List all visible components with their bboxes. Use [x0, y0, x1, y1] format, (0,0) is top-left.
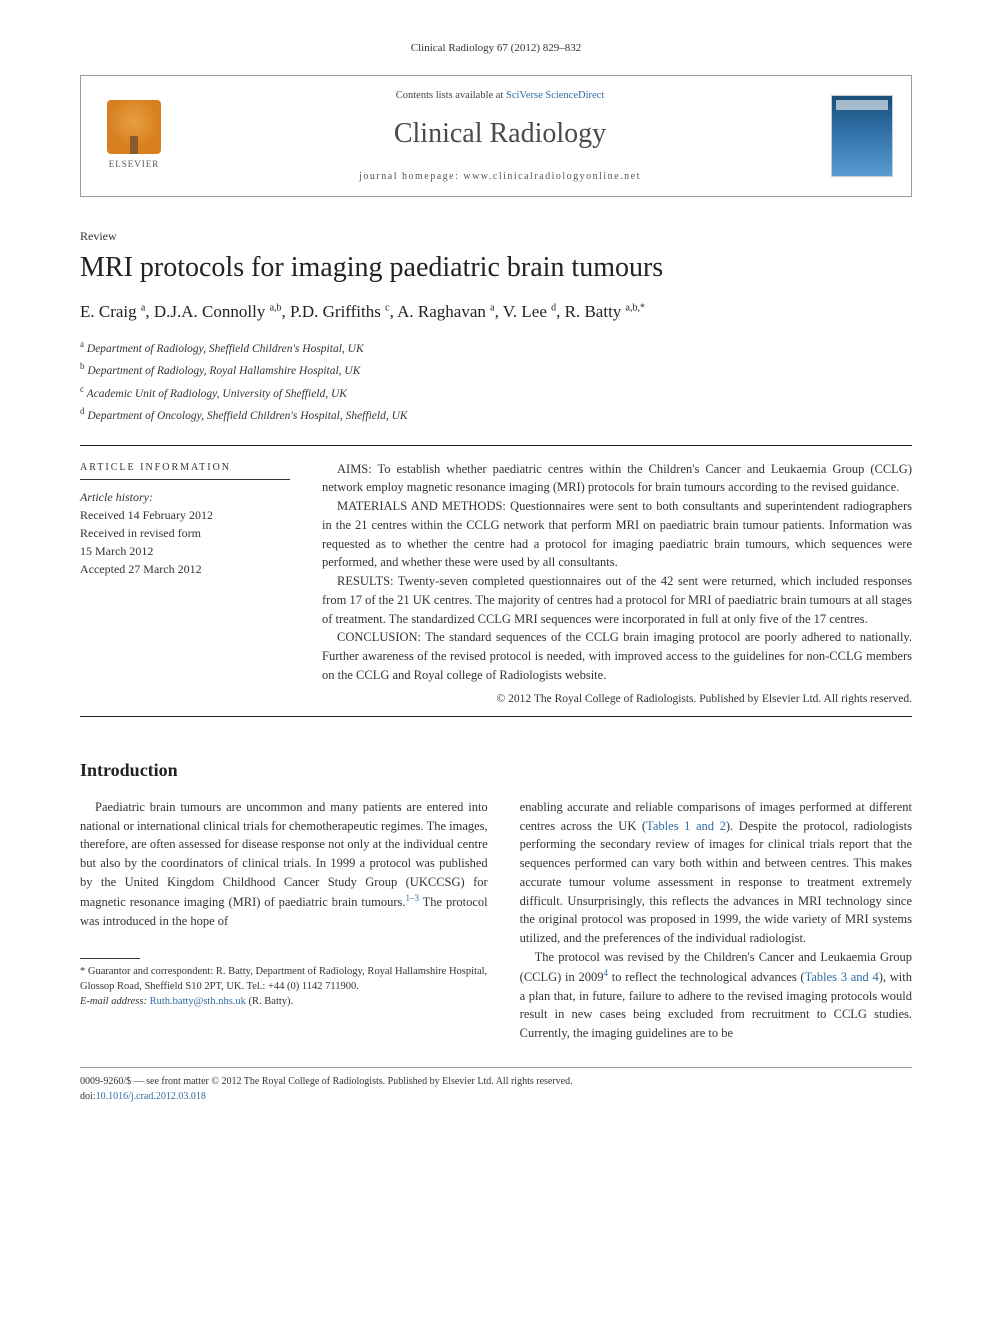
abstract-results: RESULTS: Twenty-seven completed question… — [322, 572, 912, 628]
article-info-column: ARTICLE INFORMATION Article history: Rec… — [80, 460, 290, 708]
abstract-conclusion: CONCLUSION: The standard sequences of th… — [322, 628, 912, 684]
elsevier-tree-icon — [107, 100, 161, 154]
contents-prefix: Contents lists available at — [396, 90, 506, 101]
elsevier-logo[interactable]: ELSEVIER — [99, 96, 169, 176]
history-revised-line1: Received in revised form — [80, 524, 290, 542]
sciencedirect-link[interactable]: SciVerse ScienceDirect — [506, 90, 604, 101]
divider-bottom — [80, 716, 912, 717]
intro-p1-a: Paediatric brain tumours are uncommon an… — [80, 800, 488, 909]
intro-ref-1-3[interactable]: 1–3 — [405, 893, 419, 903]
journal-cover-thumbnail[interactable] — [831, 95, 893, 177]
abstract-methods: MATERIALS AND METHODS: Questionnaires we… — [322, 497, 912, 572]
email-link[interactable]: Ruth.batty@sth.nhs.uk — [150, 996, 246, 1007]
intro-col-left: Paediatric brain tumours are uncommon an… — [80, 798, 488, 930]
email-line: E-mail address: Ruth.batty@sth.nhs.uk (R… — [80, 995, 488, 1010]
tables-3-4-link[interactable]: Tables 3 and 4 — [805, 970, 879, 984]
elsevier-label: ELSEVIER — [109, 158, 160, 172]
tables-1-2-link[interactable]: Tables 1 and 2 — [646, 819, 726, 833]
history-revised-line2: 15 March 2012 — [80, 542, 290, 560]
doi-label: doi: — [80, 1091, 96, 1102]
homepage-prefix: journal homepage: — [359, 171, 463, 182]
intro-p1-d: ). Despite the protocol, radiologists pe… — [520, 819, 912, 946]
meta-abstract-row: ARTICLE INFORMATION Article history: Rec… — [80, 460, 912, 708]
article-info-heading: ARTICLE INFORMATION — [80, 460, 290, 475]
intro-paragraph-1-right: enabling accurate and reliable compariso… — [520, 798, 912, 948]
footnote-separator — [80, 958, 140, 959]
affiliations: a Department of Radiology, Sheffield Chi… — [80, 338, 912, 424]
header-center: Contents lists available at SciVerse Sci… — [185, 88, 815, 185]
introduction-heading: Introduction — [80, 757, 912, 784]
abstract-column: AIMS: To establish whether paediatric ce… — [322, 460, 912, 708]
journal-title: Clinical Radiology — [185, 113, 815, 155]
footnotes: * Guarantor and correspondent: R. Batty,… — [80, 965, 488, 1009]
doi-link[interactable]: 10.1016/j.crad.2012.03.018 — [96, 1091, 206, 1102]
citation-line: Clinical Radiology 67 (2012) 829–832 — [80, 40, 912, 57]
intro-col-right: enabling accurate and reliable compariso… — [520, 798, 912, 1043]
article-title: MRI protocols for imaging paediatric bra… — [80, 251, 912, 285]
journal-header-box: ELSEVIER Contents lists available at Sci… — [80, 75, 912, 198]
intro-paragraph-2: The protocol was revised by the Children… — [520, 948, 912, 1043]
corresponding-author: * Guarantor and correspondent: R. Batty,… — [80, 965, 488, 994]
history-label: Article history: — [80, 488, 290, 506]
intro-p2-b: to reflect the technological advances ( — [608, 970, 805, 984]
affiliation-line: a Department of Radiology, Sheffield Chi… — [80, 338, 912, 358]
article-info-divider — [80, 479, 290, 480]
article-type: Review — [80, 227, 912, 245]
abstract-copyright: © 2012 The Royal College of Radiologists… — [322, 691, 912, 708]
homepage-url[interactable]: www.clinicalradiologyonline.net — [463, 171, 640, 182]
history-received: Received 14 February 2012 — [80, 506, 290, 524]
email-label: E-mail address: — [80, 996, 150, 1007]
front-matter-text: 0009-9260/$ — see front matter © 2012 Th… — [80, 1074, 912, 1089]
authors-line: E. Craig a, D.J.A. Connolly a,b, P.D. Gr… — [80, 299, 912, 325]
affiliation-line: d Department of Oncology, Sheffield Chil… — [80, 405, 912, 425]
intro-paragraph-1-left: Paediatric brain tumours are uncommon an… — [80, 798, 488, 930]
homepage-line: journal homepage: www.clinicalradiologyo… — [185, 169, 815, 184]
affiliation-line: c Academic Unit of Radiology, University… — [80, 383, 912, 403]
contents-list-line: Contents lists available at SciVerse Sci… — [185, 88, 815, 104]
front-matter-line: 0009-9260/$ — see front matter © 2012 Th… — [80, 1067, 912, 1104]
history-accepted: Accepted 27 March 2012 — [80, 560, 290, 578]
email-who: (R. Batty). — [246, 996, 293, 1007]
divider-top — [80, 445, 912, 446]
affiliation-line: b Department of Radiology, Royal Hallams… — [80, 360, 912, 380]
abstract-aims: AIMS: To establish whether paediatric ce… — [322, 460, 912, 498]
